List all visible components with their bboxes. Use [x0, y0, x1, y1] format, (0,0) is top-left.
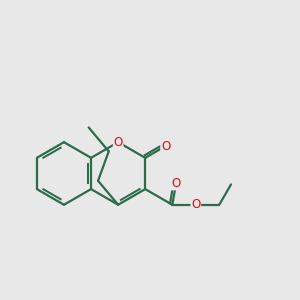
Text: O: O: [191, 198, 200, 211]
Text: O: O: [161, 140, 170, 153]
Text: O: O: [113, 136, 123, 149]
Text: O: O: [172, 177, 181, 190]
